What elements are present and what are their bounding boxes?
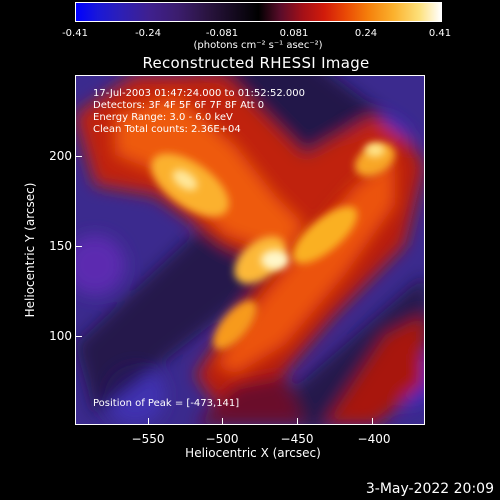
x-tick-mark [222,418,223,425]
colorbar [75,2,442,22]
energy-range: Energy Range: 3.0 - 6.0 keV [93,112,233,123]
y-tick-label: 150 [49,239,72,253]
x-tick-mark [297,418,298,425]
colorbar-units: (photons cm⁻² s⁻¹ asec⁻²) [193,40,323,51]
x-tick-mark [148,418,149,425]
x-tick-label: −400 [357,432,391,446]
y-tick-mark [75,246,82,247]
detectors: Detectors: 3F 4F 5F 6F 7F 8F Att 0 [93,100,265,111]
rhessi-image [75,75,425,425]
colorbar-gradient [75,2,442,22]
x-tick-label: −550 [131,432,165,446]
colorbar-tick-label: 0.081 [279,28,309,39]
x-tick-label: −450 [280,432,314,446]
y-tick-mark [75,336,82,337]
time-range: 17-Jul-2003 01:47:24.000 to 01:52:52.000 [93,88,305,99]
y-axis-label: Heliocentric Y (arcsec) [23,182,37,318]
peak-position: Position of Peak = [-473,141] [93,398,240,409]
x-tick-label: −500 [205,432,239,446]
colorbar-tick-label: -0.24 [135,28,161,39]
y-tick-mark [75,156,82,157]
x-tick-mark [372,418,373,425]
observation-info: 17-Jul-2003 01:47:24.000 to 01:52:52.000… [93,88,305,136]
algorithm-counts: Clean Total counts: 2.36E+04 [93,124,241,135]
colorbar-tick-label: -0.081 [205,28,239,39]
colorbar-tick-label: 0.24 [354,28,378,39]
y-tick-label: 100 [49,329,72,343]
y-tick-label: 200 [49,149,72,163]
timestamp: 3-May-2022 20:09 [365,481,494,497]
colorbar-tick-label: 0.41 [428,28,452,39]
colorbar-tick-label: -0.41 [62,28,88,39]
rhessi-image-map [75,75,425,425]
plot-title: Reconstructed RHESSI Image [142,54,370,72]
x-axis-label: Heliocentric X (arcsec) [185,446,321,460]
